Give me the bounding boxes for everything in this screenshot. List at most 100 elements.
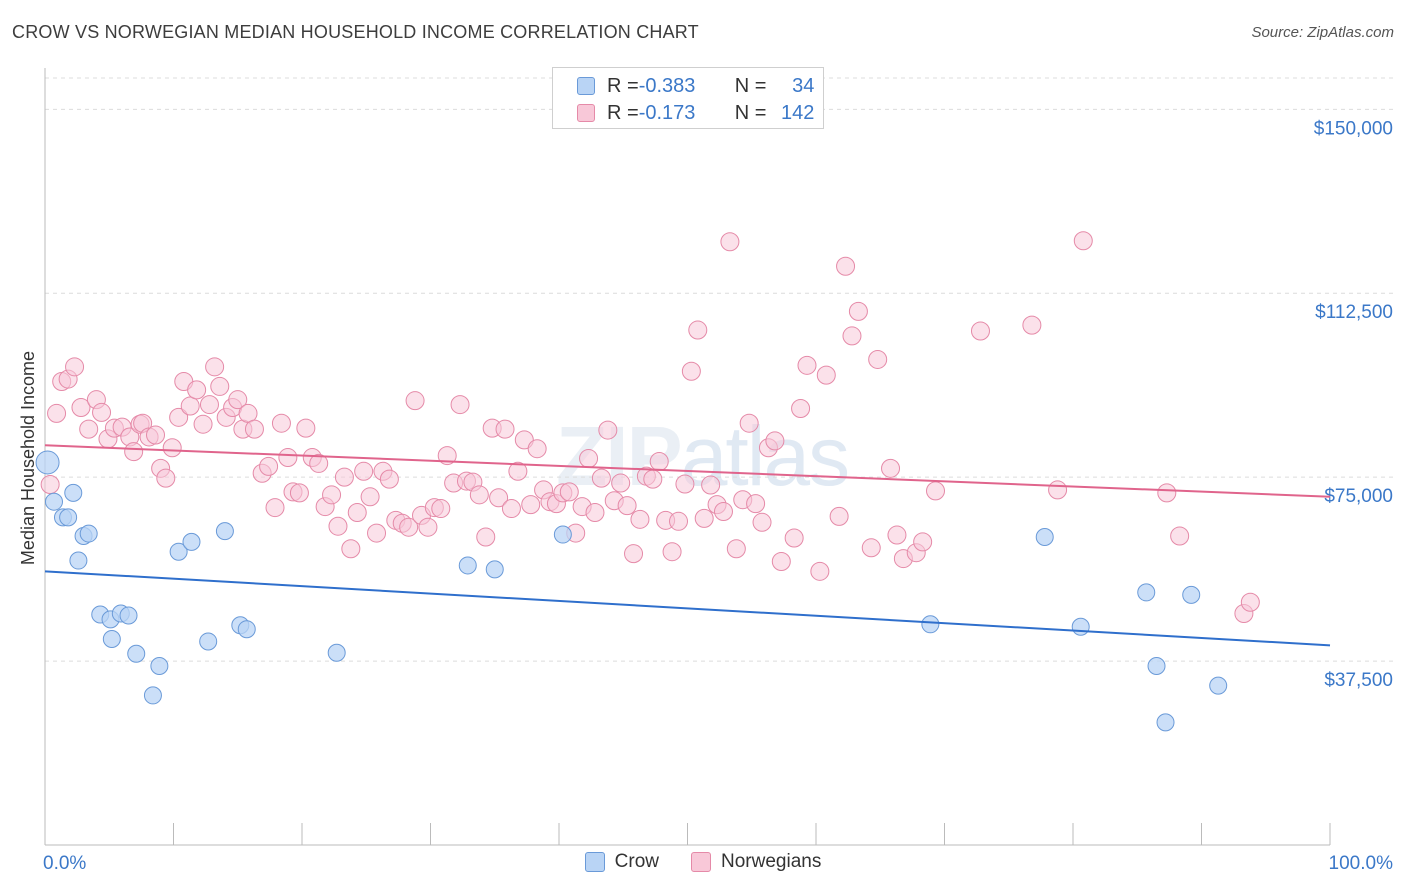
norwegians-point bbox=[379, 469, 399, 489]
crow-point bbox=[199, 632, 218, 651]
stats-legend: R = -0.383 N = 34 R = -0.173 N = 142 bbox=[552, 67, 824, 129]
norwegians-point bbox=[643, 469, 663, 489]
norwegians-point bbox=[887, 525, 907, 545]
norwegians-point bbox=[360, 487, 380, 507]
norwegians-point bbox=[598, 420, 618, 440]
crow-point bbox=[215, 522, 234, 541]
legend-crow-swatch bbox=[584, 852, 605, 872]
norwegians-point bbox=[469, 485, 489, 505]
norwegians-point bbox=[791, 399, 811, 419]
crow-point bbox=[1035, 528, 1054, 546]
norwegians-point bbox=[450, 395, 470, 415]
norwegians-trend-line bbox=[44, 444, 1331, 498]
norwegians-point bbox=[624, 544, 644, 564]
norwegians-point bbox=[180, 396, 200, 416]
norwegians-point bbox=[662, 542, 682, 562]
norwegians-point bbox=[271, 413, 291, 433]
norwegians-point bbox=[47, 403, 67, 423]
crow-point bbox=[1209, 676, 1228, 695]
crow-point bbox=[169, 542, 188, 561]
norwegians-point bbox=[431, 499, 451, 519]
norwegians-point bbox=[752, 512, 772, 532]
norwegians-point bbox=[913, 532, 933, 552]
norwegians-point bbox=[418, 517, 438, 537]
crow-swatch bbox=[577, 77, 595, 95]
norwegians-point bbox=[694, 508, 714, 528]
stats-legend-row-norwegians: R = -0.173 N = 142 bbox=[577, 100, 814, 126]
crow-trend-line bbox=[44, 570, 1331, 647]
x-tick-label-max: 100.0% bbox=[1329, 853, 1394, 874]
norwegians-point bbox=[244, 419, 264, 439]
norwegians-point bbox=[720, 232, 740, 252]
source-label: Source: ZipAtlas.com bbox=[1251, 24, 1394, 41]
norwegians-point bbox=[630, 509, 650, 529]
crow-r-value: -0.383 bbox=[638, 74, 696, 97]
legend-item-norwegians[interactable]: Norwegians bbox=[691, 851, 821, 873]
norwegians-point bbox=[617, 496, 637, 516]
legend-norwegians-swatch bbox=[691, 852, 711, 872]
crow-point bbox=[921, 615, 940, 634]
crow-r-label: R = bbox=[607, 74, 639, 97]
crow-point bbox=[1137, 583, 1156, 602]
norwegians-point bbox=[771, 552, 791, 572]
norwegians-point bbox=[1170, 526, 1190, 546]
crow-n-value: 34 bbox=[792, 74, 815, 97]
norwegians-point bbox=[334, 467, 354, 487]
norwegians-point bbox=[816, 365, 836, 385]
norwegians-point bbox=[265, 498, 285, 518]
crow-point bbox=[485, 560, 504, 579]
y-tick-label: $75,000 bbox=[1324, 486, 1393, 507]
norwegians-point bbox=[649, 451, 669, 471]
norwegians-point bbox=[579, 449, 599, 469]
norwegians-r-value: -0.173 bbox=[638, 101, 696, 124]
norwegians-point bbox=[765, 431, 785, 451]
norwegians-point bbox=[347, 502, 367, 522]
norwegians-point bbox=[210, 376, 230, 396]
norwegians-point bbox=[259, 456, 279, 476]
legend-crow-label: Crow bbox=[614, 851, 659, 872]
norwegians-point bbox=[836, 256, 856, 276]
legend-item-crow[interactable]: Crow bbox=[584, 851, 659, 873]
norwegians-point bbox=[868, 349, 888, 369]
norwegians-point bbox=[296, 418, 316, 438]
norwegians-point bbox=[508, 461, 528, 481]
series-legend: Crow Norwegians bbox=[0, 851, 1406, 873]
crow-point bbox=[1071, 617, 1090, 636]
crow-point bbox=[182, 532, 201, 551]
norwegians-point bbox=[92, 402, 112, 422]
norwegians-point bbox=[495, 419, 515, 439]
norwegians-point bbox=[1157, 483, 1177, 503]
norwegians-point bbox=[193, 414, 213, 434]
norwegians-point bbox=[169, 407, 189, 427]
norwegians-point bbox=[591, 468, 611, 488]
y-tick-label: $37,500 bbox=[1324, 670, 1393, 691]
norwegians-point bbox=[146, 425, 166, 445]
norwegians-point bbox=[669, 511, 689, 531]
norwegians-point bbox=[1073, 231, 1093, 251]
norwegians-point bbox=[437, 446, 457, 466]
norwegians-point bbox=[367, 523, 387, 543]
norwegians-point bbox=[354, 461, 374, 481]
norwegians-point bbox=[156, 468, 176, 488]
crow-point bbox=[79, 524, 98, 543]
norwegians-point bbox=[79, 419, 99, 439]
norwegians-point bbox=[585, 502, 605, 522]
crow-n-label: N = bbox=[734, 74, 767, 97]
norwegians-point bbox=[322, 485, 342, 505]
norwegians-point bbox=[726, 539, 746, 559]
norwegians-point bbox=[559, 482, 579, 502]
norwegians-point bbox=[848, 301, 868, 321]
norwegians-point bbox=[701, 475, 721, 495]
chart-title: CROW VS NORWEGIAN MEDIAN HOUSEHOLD INCOM… bbox=[12, 22, 699, 42]
norwegians-point bbox=[309, 453, 329, 473]
legend-norwegians-label: Norwegians bbox=[721, 851, 822, 872]
norwegians-point bbox=[1022, 315, 1042, 335]
y-axis-label: Median Household Income bbox=[18, 351, 38, 565]
norwegians-point bbox=[739, 413, 759, 433]
crow-point bbox=[237, 620, 256, 639]
norwegians-point bbox=[829, 506, 849, 526]
norwegians-point bbox=[405, 391, 425, 411]
crow-point bbox=[59, 508, 78, 527]
norwegians-point bbox=[289, 483, 309, 503]
norwegians-point bbox=[328, 516, 348, 536]
